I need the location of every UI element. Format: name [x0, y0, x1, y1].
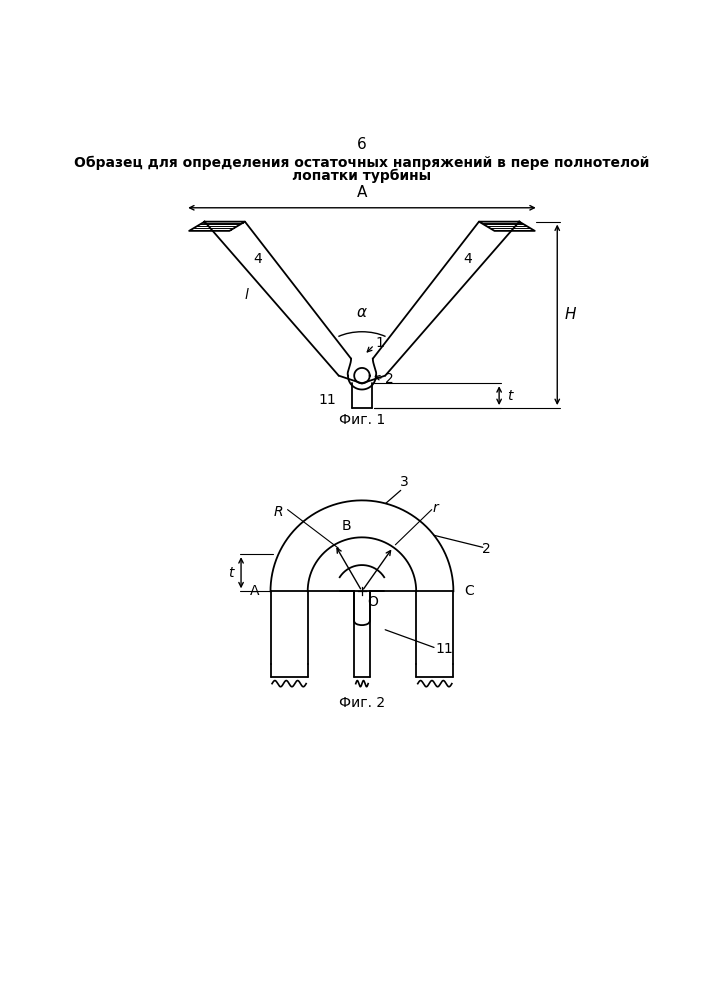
Text: 4: 4 — [253, 252, 262, 266]
Text: t: t — [507, 389, 513, 403]
Text: t: t — [228, 566, 233, 580]
Text: A: A — [357, 185, 367, 200]
Text: 3: 3 — [400, 475, 409, 489]
Text: Образец для определения остаточных напряжений в пере полнотелой: Образец для определения остаточных напря… — [74, 155, 650, 170]
Text: 4: 4 — [464, 252, 472, 266]
Text: Фиг. 1: Фиг. 1 — [339, 413, 385, 427]
Text: 2: 2 — [481, 542, 491, 556]
Text: C: C — [464, 584, 474, 598]
Text: 1: 1 — [376, 336, 385, 350]
Text: Фиг. 2: Фиг. 2 — [339, 696, 385, 710]
Text: A: A — [250, 584, 259, 598]
Text: B: B — [341, 519, 351, 533]
Text: l: l — [245, 288, 248, 302]
Text: 2: 2 — [385, 372, 394, 386]
Text: 6: 6 — [357, 137, 367, 152]
Text: R: R — [274, 505, 283, 519]
Text: O: O — [368, 595, 378, 609]
Text: лопатки турбины: лопатки турбины — [293, 168, 431, 183]
Text: r: r — [433, 501, 438, 515]
Text: 11: 11 — [436, 642, 453, 656]
Text: H: H — [565, 307, 576, 322]
Text: α: α — [357, 305, 367, 320]
Text: 11: 11 — [318, 393, 336, 407]
